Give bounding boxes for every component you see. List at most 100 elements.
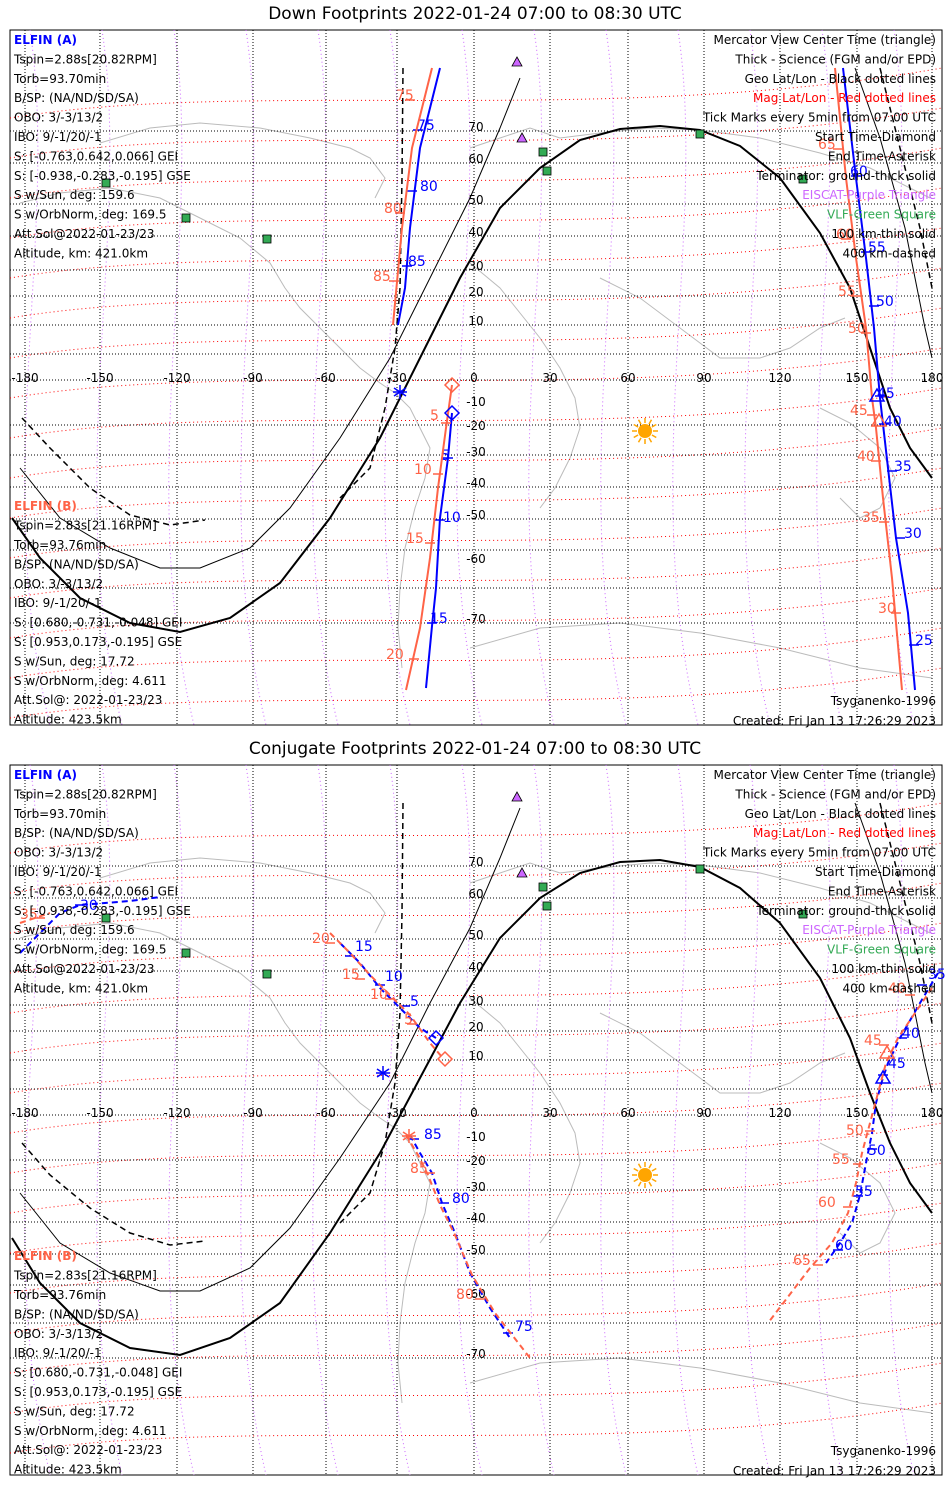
elfin-b-tick-label: 10 xyxy=(414,462,432,478)
terminator-400km-line xyxy=(339,67,404,499)
coastline xyxy=(394,1127,431,1404)
elfin-b-info-line: IBO: 9/-1/20/-1 xyxy=(14,596,102,610)
elfin-a-info-line: Torb=93.70min xyxy=(13,807,106,821)
legend-line: EISCAT-Purple Triangle xyxy=(802,188,936,202)
legend-line: End Time-Asterisk xyxy=(828,149,936,163)
legend-line: 400 km-dashed xyxy=(842,981,936,995)
lon-tick-label: -30 xyxy=(387,371,407,385)
lon-tick-label: 180 xyxy=(921,371,944,385)
legend-line: Start Time-Diamond xyxy=(815,130,936,144)
elfin-a-tick-label: 80 xyxy=(420,179,438,195)
lat-tick-label: 70 xyxy=(468,120,483,134)
conjugate-panel-title: Conjugate Footprints 2022-01-24 07:00 to… xyxy=(248,739,702,759)
elfin-b-tick-label: 5 xyxy=(404,1012,413,1028)
center-time-triangle xyxy=(868,387,886,402)
legend-line: Tick Marks every 5min from 07:00 UTC xyxy=(702,846,936,860)
created-timestamp: Created: Fri Jan 13 17:26:29 2023 xyxy=(733,1464,936,1478)
sun-ray xyxy=(648,437,653,443)
elfin-a-track xyxy=(339,942,437,1039)
elfin-a-tick-label: 75 xyxy=(417,118,435,134)
elfin-b-info-line: Tspin=2.83s[21.16RPM] xyxy=(13,519,157,533)
elfin-a-track xyxy=(397,67,441,326)
legend-line: Mag Lat/Lon - Red dotted lines xyxy=(753,91,936,105)
elfin-a-tick-label: 60 xyxy=(835,1238,853,1254)
mag-lat-line xyxy=(9,187,943,239)
elfin-b-info-line: Torb=93.76min xyxy=(13,538,106,552)
sun-ray xyxy=(633,1167,639,1172)
elfin-a-info-line: S w/OrbNorm, deg: 169.5 xyxy=(14,208,166,222)
mag-lat-line xyxy=(9,147,943,199)
elfin-a-tick-label: 60 xyxy=(850,164,868,180)
created-timestamp: Created: Fri Jan 13 17:26:29 2023 xyxy=(733,714,936,728)
elfin-b-info-line: B/SP: (NA/ND/SD/SA) xyxy=(14,557,139,571)
coastline xyxy=(599,1012,846,1094)
elfin-b-info-line: Att.Sol@: 2022-01-23/23 xyxy=(14,1443,162,1457)
elfin-a-tick-label: 15 xyxy=(355,939,373,955)
lat-tick-label: -70 xyxy=(466,612,486,626)
elfin-a-info-line: Att.Sol@2022-01-23/23 xyxy=(14,227,155,241)
elfin-b-info-line: Torb=93.76min xyxy=(13,1288,106,1302)
elfin-b-tick-label: 60 xyxy=(836,227,854,243)
vlf-station-square xyxy=(181,948,191,958)
elfin-b-tick-label: 45 xyxy=(864,1033,882,1049)
lon-tick-label: 30 xyxy=(542,1106,557,1120)
lon-tick-label: 90 xyxy=(696,1106,711,1120)
lat-tick-label: -10 xyxy=(466,1130,486,1144)
legend-line: VLF-Green Square xyxy=(827,943,936,957)
lat-tick-label: 10 xyxy=(468,314,483,328)
mag-lon-line xyxy=(528,764,555,1476)
elfin-b-track xyxy=(405,384,453,691)
elfin-b-tick-label: 65 xyxy=(818,137,836,153)
elfin-b-tick-label: 15 xyxy=(342,967,360,983)
terminator-100km-line xyxy=(19,77,521,569)
elfin-a-tick-label: 5 xyxy=(410,994,419,1010)
lat-tick-label: -50 xyxy=(466,1243,486,1257)
vlf-station-square xyxy=(101,913,111,923)
lat-tick-label: 10 xyxy=(468,1049,483,1063)
elfin-a-tick-label: 30 xyxy=(904,526,922,542)
elfin-b-tick-label: 30 xyxy=(878,601,896,617)
center-time-triangle xyxy=(870,412,888,427)
vlf-station-square xyxy=(538,882,548,892)
sun-disc xyxy=(638,1168,652,1182)
elfin-b-tick-label: 55 xyxy=(832,1152,850,1168)
legend-line: Mercator View Center Time (triangle) xyxy=(714,768,936,782)
elfin-a-info-line: Torb=93.70min xyxy=(13,72,106,86)
elfin-b-tick-label: 75 xyxy=(396,88,414,104)
elfin-b-tick-label: 50 xyxy=(846,1123,864,1139)
elfin-b-info-line: S: [0.680,-0.731,-0.048] GEI xyxy=(14,616,182,630)
lat-tick-label: 30 xyxy=(468,994,483,1008)
eiscat-station-triangle xyxy=(511,56,523,67)
elfin-b-tick-label: 10 xyxy=(370,987,388,1003)
mag-lat-line xyxy=(9,107,943,159)
elfin-b-info-line: S w/OrbNorm, deg: 4.611 xyxy=(14,674,166,688)
sun-ray xyxy=(633,434,639,439)
lat-tick-label: 20 xyxy=(468,285,483,299)
mag-lat-line xyxy=(9,882,943,934)
elfin-a-tick-label: 80 xyxy=(452,1191,470,1207)
elfin-b-info-line: S: [0.680,-0.731,-0.048] GEI xyxy=(14,1366,182,1380)
legend-line: 100 km-thin solid xyxy=(831,962,936,976)
mag-lat-line xyxy=(9,467,943,519)
sun-ray xyxy=(651,1167,657,1172)
mag-lat-line xyxy=(9,1082,943,1134)
info-blocks: ELFIN (A) Tspin=2.88s[20.82RPM] Torb=93.70… xyxy=(13,768,936,1478)
model-label: Tsyganenko-1996 xyxy=(830,694,936,708)
elfin-a-track xyxy=(425,412,453,689)
mag-lat-line xyxy=(9,1242,943,1294)
elfin-b-track xyxy=(767,987,933,1324)
terminator-ground-line xyxy=(11,124,933,634)
elfin-b-info-line: OBO: 3/-3/13/2 xyxy=(14,1327,103,1341)
elfin-a-track xyxy=(842,67,916,691)
mag-lat-line xyxy=(9,547,943,599)
mag-lat-line xyxy=(9,307,943,359)
mag-lat-line xyxy=(9,1042,943,1094)
sun-ray xyxy=(637,419,642,425)
legend-line: Thick - Science (FGM and/or EPD) xyxy=(734,787,936,801)
legend-line: Mag Lat/Lon - Red dotted lines xyxy=(753,826,936,840)
elfin-b-info-line: Tspin=2.83s[21.16RPM] xyxy=(13,1269,157,1283)
elfin-a-info-line: IBO: 9/-1/20/-1 xyxy=(14,130,102,144)
footprint-tracks: 30 35 15 10 5 20 15 10 5 85 80 75 85 80 35 40 45 50 55 60 40… xyxy=(19,896,946,1359)
sun-ray xyxy=(633,423,639,428)
mag-lat-line xyxy=(9,1282,943,1334)
